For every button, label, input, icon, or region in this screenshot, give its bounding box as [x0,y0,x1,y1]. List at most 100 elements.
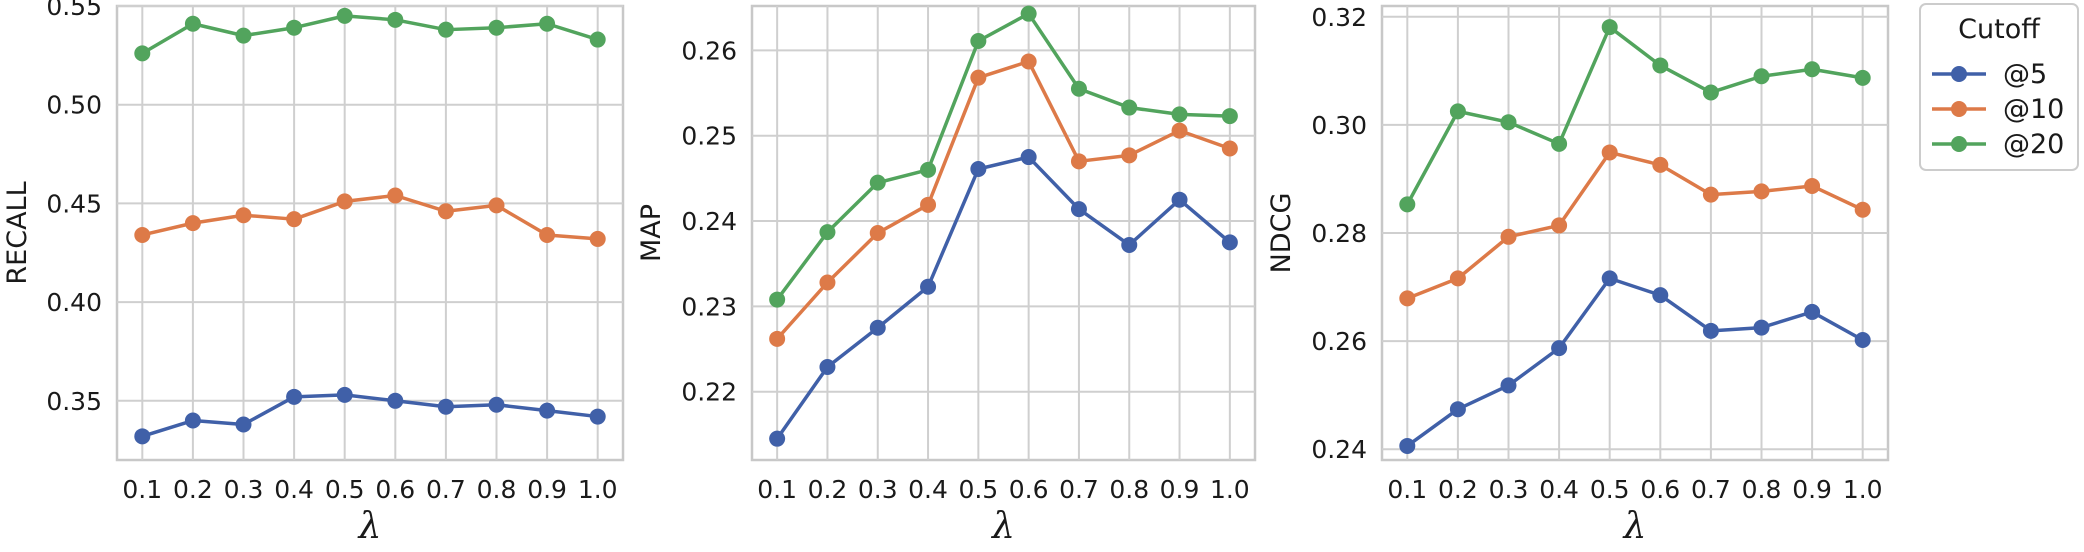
series-line [775,59,1231,340]
data-point [1121,236,1138,253]
data-point [539,402,556,419]
series-line [141,14,599,55]
legend-entry: @20 [1932,129,2064,160]
x-tick-label: 0.8 [477,475,517,504]
y-tick-label: 0.23 [681,292,737,321]
series-at5 [769,149,1238,447]
data-point [286,388,303,405]
data-point [1221,234,1238,251]
data-point [437,21,454,38]
data-point [134,226,151,243]
data-point [1551,340,1568,357]
y-tick-label: 0.35 [46,387,102,416]
series-at20 [769,5,1238,308]
data-point [769,291,786,308]
data-point [869,319,886,336]
data-point [1551,135,1568,152]
y-tick-label: 0.26 [681,36,737,65]
data-point [184,215,201,232]
data-point [970,32,987,49]
data-point [1020,149,1037,166]
data-point [869,225,886,241]
series-at5 [134,386,606,445]
x-tick-label: 1.0 [1210,475,1250,504]
x-tick-label: 0.5 [958,475,998,504]
legend-marker [1951,66,1967,82]
legend-label: @10 [2003,94,2064,125]
y-tick-label: 0.45 [46,189,102,218]
series-at10 [134,187,606,247]
x-tick-label: 1.0 [1843,475,1883,504]
data-point [920,196,937,213]
data-point [1500,228,1517,245]
legend-label: @5 [2003,59,2047,90]
data-point [1702,84,1719,101]
x-tick-label: 0.4 [274,475,314,504]
series-line [141,193,598,241]
series-at10 [769,53,1238,347]
data-point [184,412,201,429]
series-line [1406,150,1864,301]
legend-marker [1951,136,1967,152]
x-tick-label: 0.4 [908,475,948,504]
data-point [387,187,404,204]
y-axis-label: RECALL [2,181,33,284]
data-point [1121,147,1138,164]
legend-marker [1951,101,1967,117]
x-tick-label: 0.5 [325,475,365,504]
data-point [1449,401,1466,418]
data-point [1171,191,1188,208]
data-point [1500,114,1517,131]
data-point [286,211,303,228]
data-point [1020,53,1037,70]
data-point [235,27,252,44]
data-point [970,160,987,177]
y-tick-label: 0.24 [1311,435,1367,464]
data-point [1449,103,1466,120]
x-tick-label: 0.9 [1792,475,1832,504]
data-point [1702,322,1719,339]
data-point [286,19,303,36]
data-point [589,31,606,48]
data-point [387,392,404,409]
data-point [1702,186,1719,203]
x-axis-label: λ [357,506,382,547]
data-point [336,386,353,403]
series-line [1405,25,1863,206]
y-tick-label: 0.30 [1311,111,1367,140]
series-at10 [1399,144,1871,307]
legend: Cutoff @5 @10 @20 [1919,3,2079,171]
data-point [819,224,836,241]
data-point [1601,144,1618,161]
data-point [437,398,454,415]
legend-box [1919,3,2079,171]
data-point [589,408,606,425]
x-tick-label: 0.1 [122,475,162,504]
series-line [775,11,1230,301]
data-point [1854,69,1871,86]
data-point [920,161,937,178]
x-tick-label: 0.5 [1590,475,1630,504]
data-point [1449,270,1466,287]
data-point [1652,287,1669,304]
x-axis-label: λ [1622,506,1647,547]
data-point [1399,196,1416,213]
subplot-map: 0.1 0.2 0.3 0.4 0.5 0.6 0.7 0.8 0.9 1.0 0.22 0.23 0.… [636,4,1257,547]
series-at20 [1399,19,1871,213]
data-point [1753,68,1770,85]
y-tick-label: 0.28 [1311,219,1367,248]
y-tick-label: 0.32 [1311,3,1367,32]
data-point [488,396,505,413]
y-axis-label: MAP [636,204,667,262]
data-point [184,15,201,32]
data-point [539,226,556,243]
data-point [1551,217,1568,234]
data-point [336,193,353,210]
legend-title: Cutoff [1958,14,2041,45]
data-point [869,174,886,191]
series-at5 [1399,270,1871,454]
x-tick-label: 0.3 [1489,475,1529,504]
data-point [1399,290,1416,307]
series-line [141,393,598,438]
